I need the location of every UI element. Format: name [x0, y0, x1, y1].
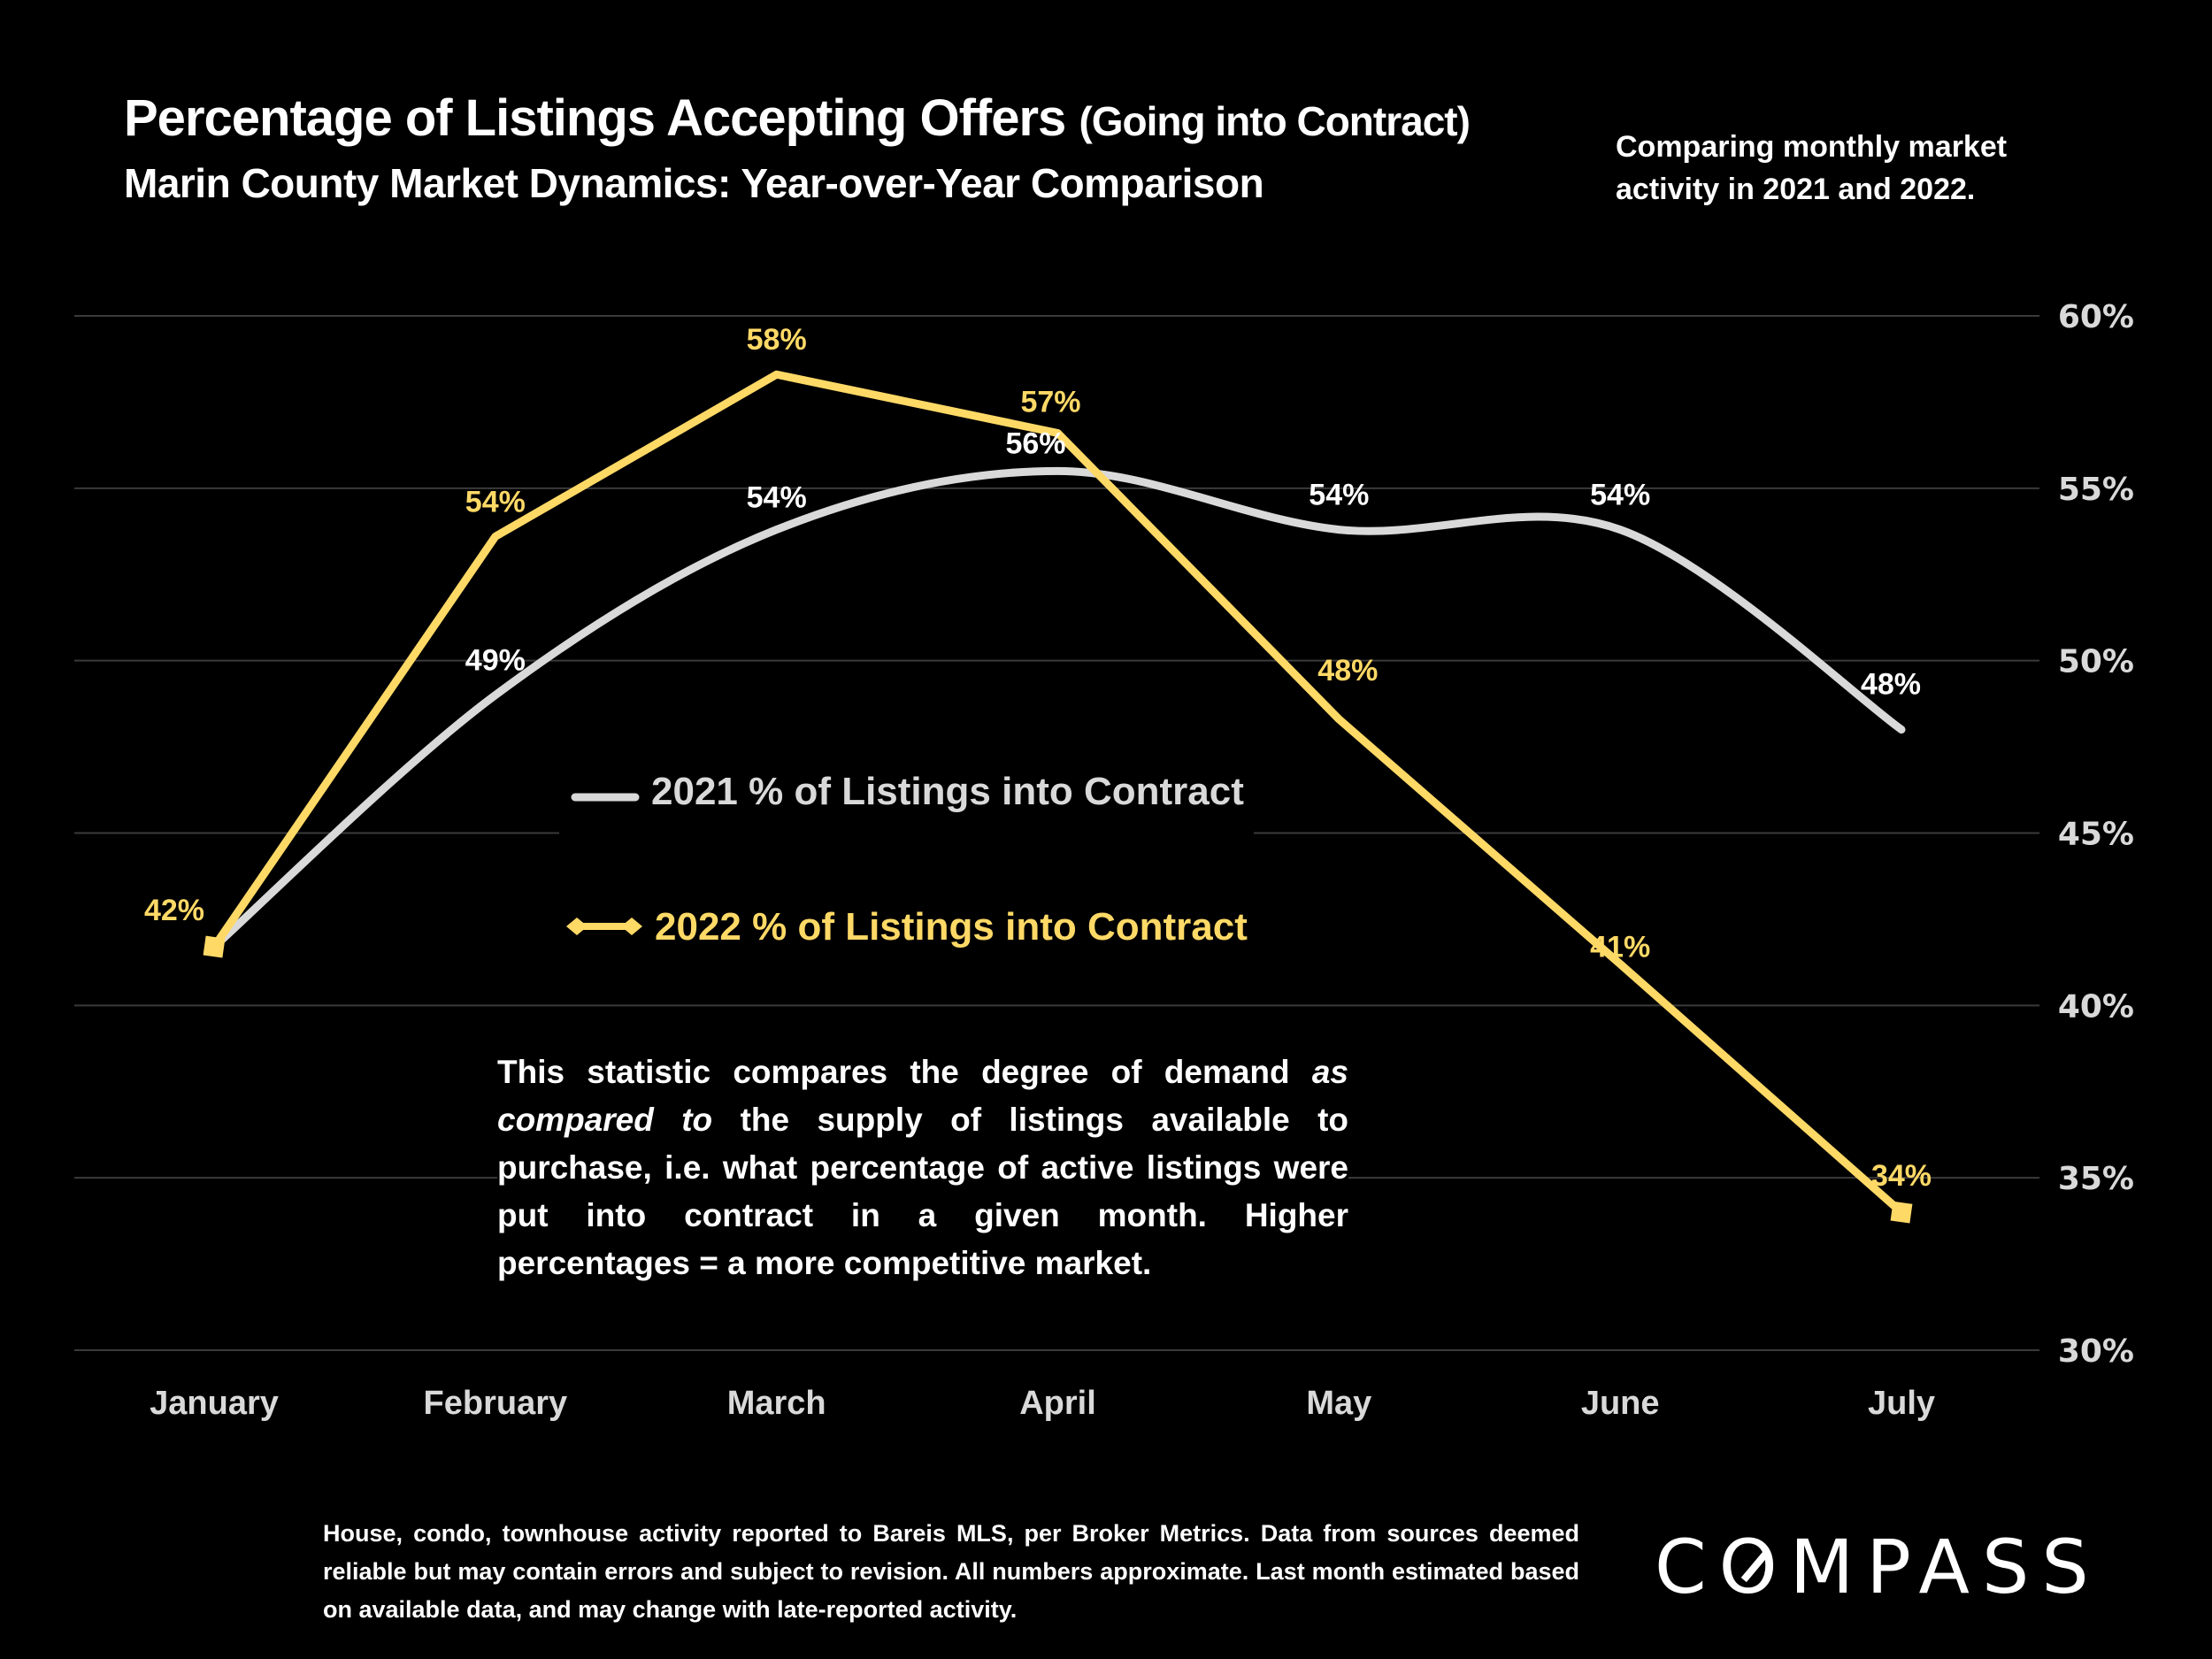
data-label: 34% — [1871, 1159, 1932, 1193]
data-label: 54% — [465, 485, 526, 518]
legend-label-2021: 2021 % of Listings into Contract — [651, 770, 1244, 813]
data-point-marker — [1890, 1201, 1913, 1224]
data-label: 56% — [1005, 426, 1065, 460]
y-tick-label: 45% — [2058, 817, 2134, 853]
legend-label-2022: 2022 % of Listings into Contract — [655, 905, 1248, 949]
data-label: 54% — [1590, 479, 1650, 512]
legend-diamond-line-icon-2022 — [565, 905, 644, 949]
data-label: 54% — [747, 481, 807, 515]
chart-title-paren: (Going into Contract) — [1079, 98, 1470, 144]
series-line-2021 — [210, 466, 1906, 951]
data-label: 54% — [1309, 479, 1369, 512]
y-tick-label: 40% — [2058, 988, 2134, 1025]
x-tick-label: January — [150, 1385, 279, 1422]
source-disclaimer: House, condo, townhouse activity reporte… — [323, 1520, 1579, 1623]
x-tick-label: June — [1581, 1385, 1660, 1422]
y-tick-label: 50% — [2058, 644, 2134, 680]
legend-item-2021: 2021 % of Listings into Contract — [570, 770, 1244, 814]
x-tick-label: March — [727, 1385, 826, 1422]
y-tick-label: 60% — [2058, 299, 2134, 335]
series-lines — [203, 370, 1913, 1224]
explanation-part-2: the supply of listings available to purc… — [497, 1102, 1349, 1281]
x-tick-label: May — [1306, 1385, 1371, 1422]
y-tick-label: 55% — [2058, 472, 2134, 508]
data-label: 48% — [1317, 654, 1378, 687]
x-tick-label: February — [424, 1385, 568, 1422]
chart-title-main: Percentage of Listings Accepting Offers — [124, 89, 1066, 147]
x-tick-label: April — [1019, 1385, 1096, 1422]
data-label: 42% — [144, 894, 204, 927]
compass-logo-o-icon: O — [1719, 1524, 1790, 1610]
x-axis-tick-labels: January February March April May June July — [150, 1385, 1935, 1422]
data-label: 48% — [1861, 668, 1921, 702]
chart-title: Percentage of Listings Accepting Offers … — [124, 88, 1471, 148]
compass-logo: COMPASS — [1655, 1524, 2101, 1610]
legend-item-2022: 2022 % of Listings into Contract — [565, 905, 1248, 949]
explanation-italic: as compared to — [497, 1054, 1348, 1138]
data-label: 57% — [1020, 385, 1080, 419]
series-line-2022 — [210, 370, 1906, 1217]
x-tick-label: July — [1868, 1385, 1935, 1422]
data-point-marker — [203, 935, 226, 958]
side-note: Comparing monthly market activity in 202… — [1616, 130, 2008, 206]
explanation-text: This statistic compares the degree of de… — [497, 1048, 1348, 1287]
data-label: 58% — [747, 323, 807, 357]
y-axis-tick-labels: 30% 35% 40% 45% 50% 55% 60% — [2058, 299, 2134, 1370]
y-tick-label: 30% — [2058, 1333, 2134, 1370]
legend-line-icon-2021 — [570, 770, 641, 814]
legend: 2021 % of Listings into Contract 2022 % … — [559, 752, 1254, 956]
data-labels: 49% 54% 56% 54% 54% 48% 42% 54% 58% 57% 48% 41% 34% — [144, 323, 1932, 1193]
explanation-part-1: This statistic compares the degree of de… — [497, 1054, 1312, 1090]
data-label: 49% — [465, 644, 526, 678]
data-label: 41% — [1590, 931, 1650, 964]
y-tick-label: 35% — [2058, 1161, 2134, 1197]
chart-subtitle: Marin County Market Dynamics: Year-over-… — [124, 160, 1264, 206]
